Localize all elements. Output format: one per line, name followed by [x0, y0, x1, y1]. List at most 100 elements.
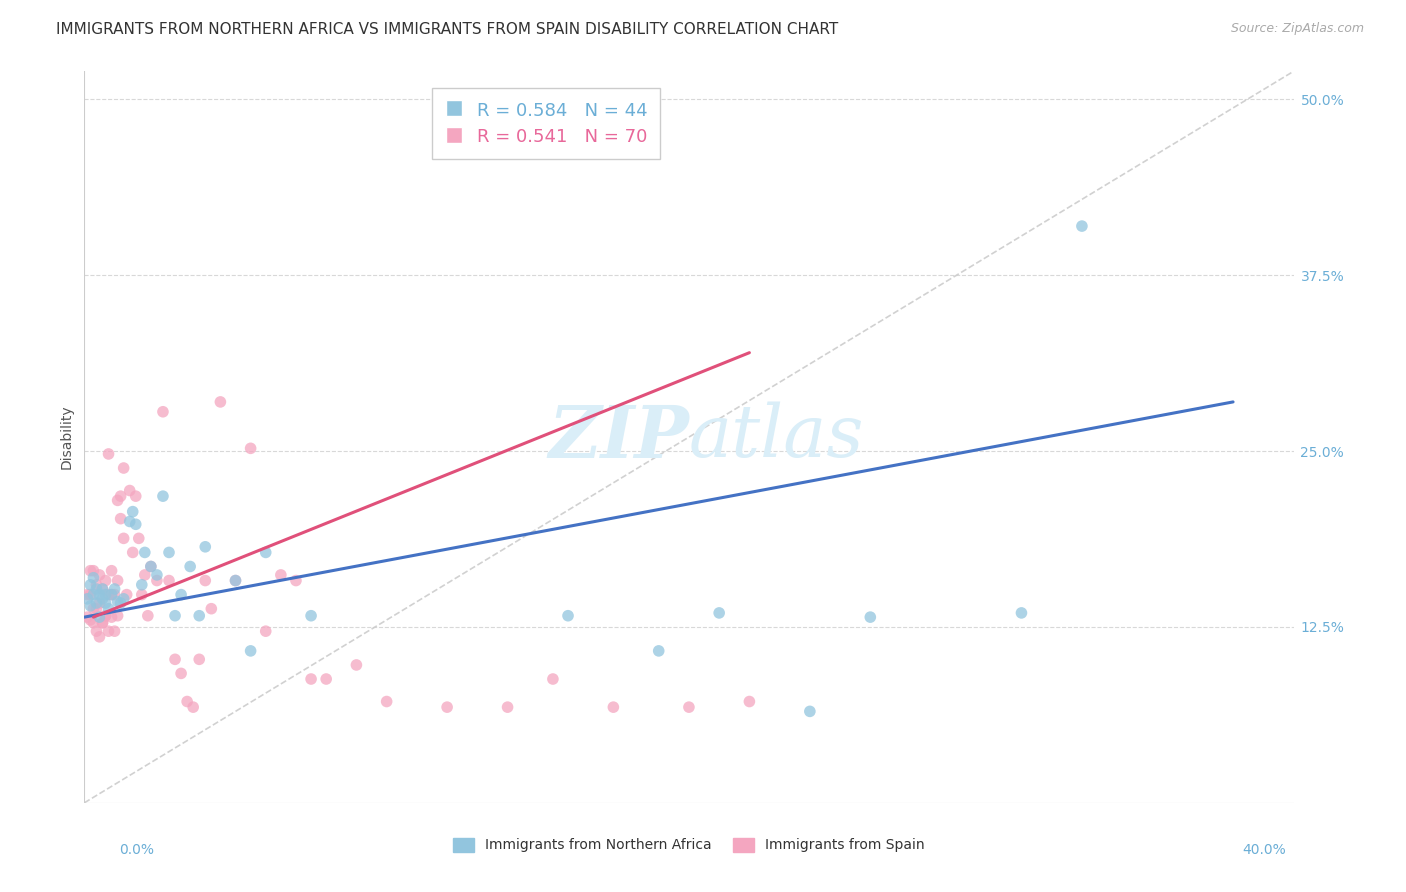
- Point: [200, 601, 222, 615]
- Point: [1011, 606, 1033, 620]
- Point: [107, 574, 129, 588]
- Point: [112, 461, 135, 475]
- Point: [181, 700, 204, 714]
- Point: [118, 515, 141, 529]
- Point: [225, 574, 247, 588]
- Point: [91, 615, 114, 630]
- Point: [110, 489, 132, 503]
- Point: [94, 588, 117, 602]
- Point: [118, 483, 141, 498]
- Point: [131, 578, 153, 592]
- Point: [152, 489, 174, 503]
- Point: [79, 599, 101, 613]
- Point: [76, 588, 98, 602]
- Point: [94, 608, 117, 623]
- Point: [107, 493, 129, 508]
- Point: [110, 511, 132, 525]
- Point: [104, 582, 127, 596]
- Point: [648, 644, 671, 658]
- Point: [859, 610, 882, 624]
- Point: [121, 505, 143, 519]
- Point: [285, 574, 308, 588]
- Point: [176, 694, 198, 708]
- Point: [110, 596, 132, 610]
- Point: [112, 591, 135, 606]
- Point: [107, 595, 129, 609]
- Point: [76, 610, 98, 624]
- Point: [541, 672, 564, 686]
- Point: [91, 591, 114, 606]
- Text: 0.0%: 0.0%: [120, 843, 155, 857]
- Point: [100, 610, 122, 624]
- Point: [104, 588, 127, 602]
- Point: [170, 588, 193, 602]
- Point: [79, 613, 101, 627]
- Text: atlas: atlas: [689, 401, 865, 473]
- Point: [170, 666, 193, 681]
- Point: [79, 588, 101, 602]
- Point: [121, 545, 143, 559]
- Point: [270, 568, 292, 582]
- Text: IMMIGRANTS FROM NORTHERN AFRICA VS IMMIGRANTS FROM SPAIN DISABILITY CORRELATION : IMMIGRANTS FROM NORTHERN AFRICA VS IMMIG…: [56, 22, 838, 37]
- Point: [89, 610, 111, 624]
- Point: [496, 700, 519, 714]
- Point: [157, 545, 180, 559]
- Point: [89, 588, 111, 602]
- Point: [89, 630, 111, 644]
- Point: [100, 564, 122, 578]
- Legend: R = 0.584   N = 44, R = 0.541   N = 70: R = 0.584 N = 44, R = 0.541 N = 70: [432, 87, 661, 159]
- Point: [94, 574, 117, 588]
- Point: [139, 559, 162, 574]
- Point: [91, 582, 114, 596]
- Point: [254, 545, 277, 559]
- Point: [134, 568, 156, 582]
- Point: [97, 601, 120, 615]
- Point: [91, 615, 114, 630]
- Point: [112, 532, 135, 546]
- Point: [128, 532, 150, 546]
- Point: [188, 652, 211, 666]
- Point: [157, 574, 180, 588]
- Point: [678, 700, 700, 714]
- Point: [86, 582, 108, 596]
- Point: [97, 447, 120, 461]
- Point: [125, 517, 148, 532]
- Point: [709, 606, 731, 620]
- Point: [94, 596, 117, 610]
- Point: [91, 582, 114, 596]
- Point: [89, 568, 111, 582]
- Point: [165, 652, 187, 666]
- Point: [89, 596, 111, 610]
- Point: [139, 559, 162, 574]
- Point: [76, 591, 98, 606]
- Point: [82, 601, 104, 615]
- Point: [194, 540, 217, 554]
- Point: [299, 608, 322, 623]
- Point: [152, 405, 174, 419]
- Text: ZIP: ZIP: [548, 401, 689, 473]
- Y-axis label: Disability: Disability: [59, 405, 73, 469]
- Point: [315, 672, 337, 686]
- Text: Source: ZipAtlas.com: Source: ZipAtlas.com: [1230, 22, 1364, 36]
- Point: [738, 694, 761, 708]
- Point: [107, 608, 129, 623]
- Point: [82, 588, 104, 602]
- Point: [602, 700, 624, 714]
- Point: [146, 574, 169, 588]
- Point: [79, 578, 101, 592]
- Point: [115, 588, 138, 602]
- Point: [82, 571, 104, 585]
- Point: [82, 564, 104, 578]
- Point: [179, 559, 201, 574]
- Point: [1071, 219, 1094, 233]
- Point: [299, 672, 322, 686]
- Point: [86, 601, 108, 615]
- Point: [188, 608, 211, 623]
- Point: [346, 657, 368, 672]
- Point: [131, 588, 153, 602]
- Point: [86, 624, 108, 639]
- Point: [799, 705, 821, 719]
- Point: [225, 574, 247, 588]
- Point: [557, 608, 579, 623]
- Point: [136, 608, 159, 623]
